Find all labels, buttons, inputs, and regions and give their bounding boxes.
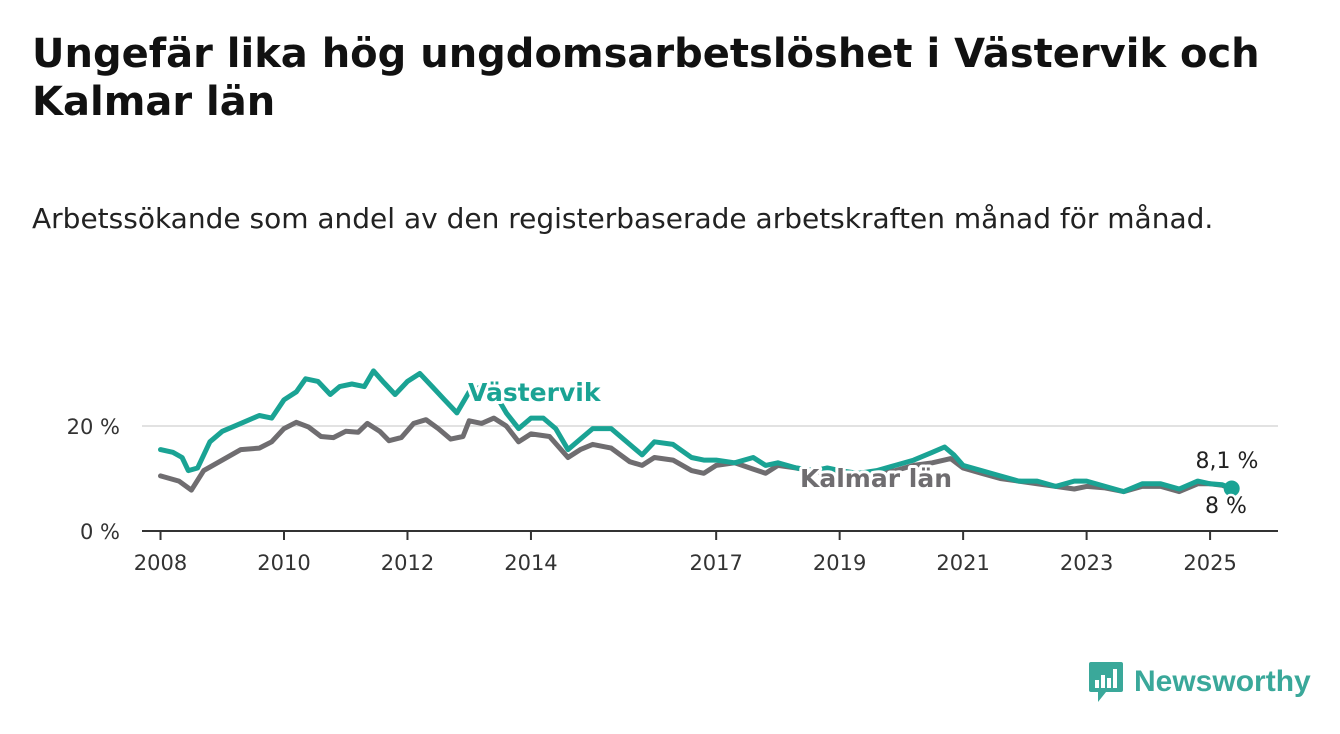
x-tick-label: 2012 [381, 551, 434, 575]
bar-chart-speech-bubble-icon [1089, 662, 1123, 702]
x-tick-label: 2019 [813, 551, 866, 575]
x-tick-label: 2023 [1060, 551, 1113, 575]
end-value-label-vastervik: 8,1 % [1196, 449, 1259, 474]
y-tick-label: 20 % [67, 415, 120, 439]
series-line-kalmar-l-n [158, 415, 1235, 495]
x-tick-label: 2021 [936, 551, 989, 575]
series-label-vastervik: Västervik [468, 378, 602, 407]
series-line-v-stervik [158, 368, 1235, 495]
x-tick-label: 2008 [134, 551, 187, 575]
x-tick-label: 2014 [504, 551, 557, 575]
series-label-kalmar-lan: Kalmar län [800, 464, 952, 493]
series-end-dot [1223, 480, 1240, 497]
chart-subtitle: Arbetssökande som andel av den registerb… [32, 202, 1214, 235]
chart-title: Ungefär lika hög ungdomsarbetslöshet i V… [32, 31, 1260, 125]
y-tick-label: 0 % [80, 520, 120, 544]
line-chart: 0 % 20 % 2008 2010 2012 2014 2017 2019 2021 2023 2… [67, 368, 1278, 575]
axes: 0 % 20 % 2008 2010 2012 2014 2017 2019 2021 2023 2… [67, 415, 1278, 575]
newsworthy-logo: Newsworthy [1088, 660, 1311, 704]
x-tick-label: 2025 [1183, 551, 1236, 575]
series-lines [158, 368, 1240, 497]
brand-name: Newsworthy [1134, 665, 1311, 698]
series-labels: Västervik Kalmar län 8,1 % 8 % [465, 375, 1261, 522]
x-tick-label: 2010 [257, 551, 310, 575]
x-tick-label: 2017 [689, 551, 742, 575]
end-value-label-kalmar-lan: 8 % [1205, 494, 1247, 519]
